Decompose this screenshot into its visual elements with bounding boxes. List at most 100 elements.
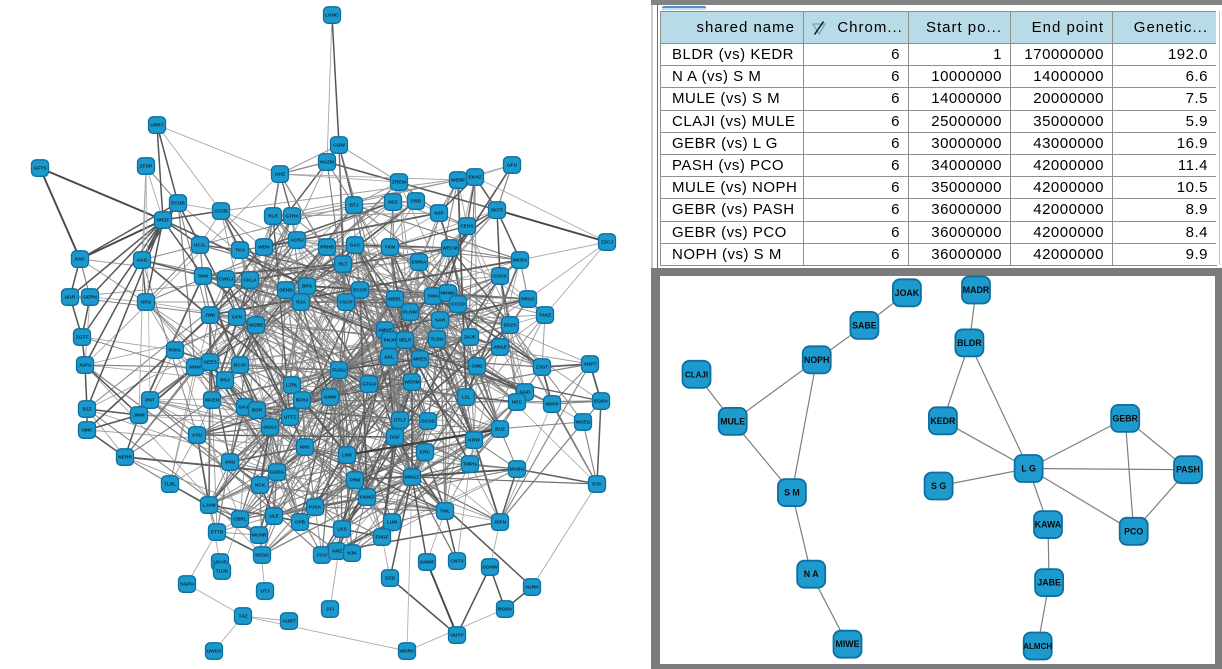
svg-text:RLR: RLR [268, 214, 278, 220]
svg-text:WENF: WENF [451, 178, 465, 184]
svg-text:BTJ: BTJ [349, 203, 358, 209]
svg-text:JDFN: JDFN [494, 520, 507, 526]
svg-text:ACRJ: ACRJ [290, 238, 303, 244]
svg-text:KNC: KNC [75, 257, 86, 263]
svg-text:WSEG: WSEG [576, 420, 591, 426]
svg-text:CBRL: CBRL [233, 517, 246, 523]
svg-text:MADR: MADR [963, 285, 990, 295]
svg-text:JWM: JWM [133, 413, 144, 419]
svg-text:NERR: NERR [118, 455, 132, 461]
svg-text:JABE: JABE [1037, 578, 1061, 588]
svg-text:DZD: DZD [385, 576, 395, 582]
svg-text:NHW: NHW [189, 365, 201, 371]
svg-text:PRHB: PRHB [320, 245, 334, 251]
svg-text:ULE: ULE [269, 514, 279, 520]
svg-text:PASH: PASH [1176, 465, 1200, 475]
svg-text:GFN: GFN [232, 315, 243, 321]
svg-text:DTA: DTA [592, 482, 602, 488]
svg-text:PLNW: PLNW [403, 310, 418, 316]
svg-text:GNWF: GNWF [420, 560, 435, 566]
svg-text:BRS: BRS [302, 284, 313, 290]
svg-text:GDDG: GDDG [270, 470, 285, 476]
svg-text:TMPG: TMPG [463, 462, 477, 468]
svg-text:UUTP: UUTP [450, 633, 464, 639]
svg-text:DTLT: DTLT [394, 418, 406, 424]
svg-text:AMKE: AMKE [378, 328, 393, 334]
svg-text:BFHJ: BFHJ [296, 398, 309, 404]
svg-text:JJJ: JJJ [326, 607, 334, 613]
svg-text:AUBT: AUBT [282, 619, 295, 625]
svg-text:KDW: KDW [468, 438, 480, 444]
svg-text:LJAM: LJAM [202, 503, 215, 509]
svg-text:SNN: SNN [198, 274, 209, 280]
svg-text:LKNC: LKNC [325, 13, 339, 19]
svg-text:ZZCJ: ZZCJ [601, 240, 613, 246]
svg-text:MKBA: MKBA [513, 258, 528, 264]
svg-text:HJRN: HJRN [525, 585, 539, 591]
svg-text:RJA: RJA [296, 300, 306, 306]
svg-text:PNJH: PNJH [384, 338, 397, 344]
svg-text:GEPN: GEPN [83, 295, 97, 301]
svg-text:WCHR: WCHR [252, 533, 267, 539]
svg-text:UTJ: UTJ [260, 589, 269, 595]
svg-text:LZL: LZL [462, 395, 471, 401]
svg-text:PRM: PRM [350, 478, 361, 484]
svg-text:FCU: FCU [317, 553, 327, 559]
svg-text:SABE: SABE [852, 320, 877, 330]
svg-text:JGPG: JGPG [78, 363, 92, 369]
svg-text:ANPT: ANPT [583, 362, 596, 368]
svg-text:GAC: GAC [350, 243, 361, 249]
svg-text:TAZ: TAZ [239, 614, 248, 620]
svg-text:MULE: MULE [720, 416, 745, 426]
svg-text:S M: S M [784, 488, 800, 498]
svg-text:LNR: LNR [342, 453, 352, 459]
svg-text:EKHZ: EKHZ [468, 175, 481, 181]
svg-text:DSZS: DSZS [504, 323, 518, 329]
svg-text:CNTS: CNTS [450, 559, 464, 565]
svg-text:WDN: WDN [258, 245, 270, 251]
svg-text:RSHL: RSHL [168, 348, 181, 354]
svg-text:WAEN: WAEN [205, 398, 220, 404]
svg-text:UGR: UGR [65, 295, 76, 301]
svg-text:MIWE: MIWE [836, 639, 860, 649]
svg-text:NRZF: NRZF [157, 218, 170, 224]
svg-text:PJSA: PJSA [309, 505, 322, 511]
svg-text:TAKZ: TAKZ [539, 313, 552, 319]
svg-text:ABGE: ABGE [493, 345, 508, 351]
svg-text:CPB: CPB [295, 520, 306, 526]
svg-text:NOPH: NOPH [804, 355, 829, 365]
svg-text:JOAK: JOAK [895, 288, 920, 298]
svg-text:HJK: HJK [347, 551, 357, 557]
svg-text:GTGU: GTGU [362, 382, 376, 388]
svg-text:GGSJ: GGSJ [263, 425, 277, 431]
svg-text:EWBA: EWBA [412, 260, 427, 266]
svg-text:S G: S G [931, 481, 946, 491]
svg-text:UTTZ: UTTZ [284, 415, 296, 421]
svg-text:ECCR: ECCR [353, 288, 367, 294]
svg-text:UMC: UMC [82, 428, 93, 434]
svg-text:N A: N A [804, 569, 819, 579]
svg-text:CLAJI: CLAJI [685, 370, 708, 379]
svg-text:CKLA: CKLA [243, 278, 257, 284]
svg-text:GEES: GEES [203, 360, 217, 366]
svg-text:ZGTF: ZGTF [76, 335, 89, 341]
svg-text:GTHK: GTHK [285, 214, 299, 220]
svg-text:JWK: JWK [205, 313, 216, 319]
svg-text:NDPP: NDPP [545, 402, 559, 408]
svg-text:FUGU: FUGU [332, 368, 346, 374]
svg-text:TWL: TWL [440, 509, 450, 515]
svg-text:ZFDR: ZFDR [140, 164, 153, 170]
svg-text:ALMCH: ALMCH [1023, 642, 1052, 651]
svg-text:MNGZ: MNGZ [405, 475, 419, 481]
svg-text:BCJF: BCJF [234, 363, 247, 369]
svg-text:MABG: MABG [510, 467, 525, 473]
svg-text:BLDR: BLDR [957, 338, 982, 348]
svg-text:AKL: AKL [384, 355, 394, 361]
svg-text:ECUB: ECUB [171, 201, 185, 207]
svg-text:NSZ: NSZ [388, 200, 398, 206]
svg-text:SKTF: SKTF [491, 208, 504, 214]
svg-text:PBD: PBD [411, 199, 422, 205]
svg-text:ASU: ASU [192, 433, 203, 439]
svg-text:GFU: GFU [507, 163, 518, 169]
svg-text:SWA: SWA [428, 294, 439, 300]
